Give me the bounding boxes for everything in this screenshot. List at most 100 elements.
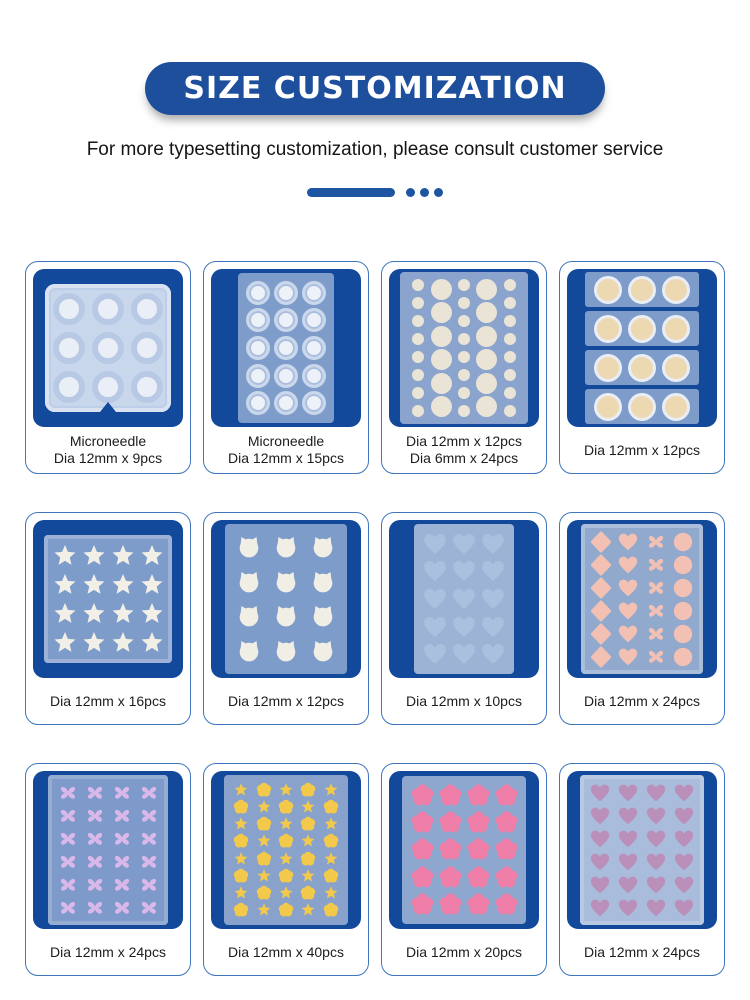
butterfly-shape bbox=[138, 805, 160, 827]
section-title-banner: SIZE CUSTOMIZATION bbox=[145, 62, 605, 115]
patch-dot bbox=[246, 335, 270, 360]
patch-dot bbox=[274, 280, 298, 305]
flower-shape bbox=[494, 837, 519, 862]
heart-shape bbox=[645, 782, 667, 804]
star-shape bbox=[110, 543, 136, 569]
product-card[interactable]: Dia 12mm x 24pcs bbox=[25, 763, 191, 976]
product-card[interactable]: Dia 12mm x 24pcs bbox=[559, 763, 725, 976]
shell-shape bbox=[300, 782, 316, 798]
product-card[interactable]: Dia 12mm x 10pcs bbox=[381, 512, 547, 725]
shell-shape bbox=[278, 902, 294, 918]
product-image bbox=[389, 269, 539, 427]
patch-dot bbox=[662, 392, 690, 421]
heart-shape bbox=[645, 874, 667, 896]
heart-shape bbox=[451, 614, 477, 640]
patch-dot bbox=[628, 392, 656, 421]
star-shape bbox=[233, 782, 249, 798]
patch-dot bbox=[430, 395, 452, 417]
star-shape bbox=[300, 799, 316, 815]
product-label-line: Dia 12mm x 9pcs bbox=[53, 450, 163, 466]
dot-column bbox=[476, 279, 498, 417]
divider-dots bbox=[406, 188, 443, 197]
star-shape bbox=[81, 543, 107, 569]
heart-shape bbox=[673, 782, 695, 804]
patch-dot bbox=[246, 308, 270, 333]
butterfly-shape bbox=[84, 851, 106, 873]
patch-dot bbox=[457, 351, 470, 363]
butterfly-shape bbox=[111, 874, 133, 896]
star-shape bbox=[110, 572, 136, 598]
shell-shape bbox=[256, 851, 272, 867]
heart-shape bbox=[589, 805, 611, 827]
product-label-line: Dia 12mm x 12pcs bbox=[406, 433, 522, 450]
product-label: Microneedle Dia 12mm x 15pcs bbox=[211, 427, 361, 473]
diamond-shape bbox=[590, 622, 612, 645]
butterfly-shape bbox=[138, 897, 160, 919]
divider-dot bbox=[420, 188, 429, 197]
product-card[interactable]: Dia 12mm x 40pcs bbox=[203, 763, 369, 976]
product-card[interactable]: Dia 12mm x 12pcs bbox=[559, 261, 725, 474]
flower-shape bbox=[494, 783, 519, 808]
product-image bbox=[389, 520, 539, 678]
butterfly-shape bbox=[138, 782, 160, 804]
heart-shape bbox=[451, 586, 477, 612]
flower-shape bbox=[466, 810, 491, 835]
patch-dot bbox=[476, 395, 498, 417]
star-shape bbox=[300, 868, 316, 884]
butterfly-shape bbox=[645, 577, 667, 599]
patch-dot bbox=[302, 391, 326, 416]
shell-shape bbox=[233, 833, 249, 849]
shell-shape bbox=[323, 799, 339, 815]
subtitle: For more typesetting customization, plea… bbox=[86, 139, 664, 160]
heart-shape bbox=[589, 874, 611, 896]
patch-dot bbox=[302, 280, 326, 305]
patch-dot bbox=[662, 275, 690, 304]
shell-shape bbox=[256, 782, 272, 798]
heart-shape bbox=[617, 782, 639, 804]
product-card[interactable]: Dia 12mm x 12pcs bbox=[203, 512, 369, 725]
product-label: Dia 12mm x 12pcs bbox=[567, 427, 717, 473]
patch-dot bbox=[457, 405, 470, 417]
patch-dot bbox=[594, 392, 622, 421]
product-card[interactable]: Dia 12mm x 24pcs bbox=[559, 512, 725, 725]
star-shape bbox=[52, 543, 78, 569]
flower-shape bbox=[410, 865, 435, 890]
product-image bbox=[211, 520, 361, 678]
product-card[interactable]: Microneedle Dia 12mm x 15pcs bbox=[203, 261, 369, 474]
patch-dot bbox=[457, 333, 470, 345]
product-card[interactable]: Dia 12mm x 12pcs Dia 6mm x 24pcs bbox=[381, 261, 547, 474]
heart-shape bbox=[451, 531, 477, 557]
product-label: Dia 12mm x 12pcs Dia 6mm x 24pcs bbox=[389, 427, 539, 473]
star-shape bbox=[300, 902, 316, 918]
patch-dot bbox=[430, 279, 452, 300]
patch-dot bbox=[476, 349, 498, 371]
star-shape bbox=[81, 601, 107, 627]
butterfly-shape bbox=[57, 782, 79, 804]
product-label-line: Dia 12mm x 40pcs bbox=[228, 943, 344, 960]
butterfly-shape bbox=[57, 874, 79, 896]
patch-dot bbox=[594, 275, 622, 304]
heart-shape bbox=[673, 874, 695, 896]
patch-dot bbox=[92, 371, 124, 403]
product-label: Dia 12mm x 24pcs bbox=[33, 929, 183, 975]
patch-dot bbox=[412, 333, 425, 345]
product-card[interactable]: Dia 12mm x 16pcs bbox=[25, 512, 191, 725]
patch-dot bbox=[412, 297, 425, 309]
product-card[interactable]: Dia 12mm x 20pcs bbox=[381, 763, 547, 976]
patch-strip bbox=[585, 272, 699, 307]
patch-dot bbox=[476, 279, 498, 300]
butterfly-shape bbox=[57, 897, 79, 919]
flower-shape bbox=[438, 892, 463, 917]
butterfly-shape bbox=[111, 782, 133, 804]
patch-dot bbox=[53, 332, 85, 364]
product-label: Dia 12mm x 12pcs bbox=[211, 678, 361, 724]
product-card[interactable]: Microneedle Dia 12mm x 9pcs bbox=[25, 261, 191, 474]
flower-shape bbox=[410, 837, 435, 862]
heart-shape bbox=[617, 874, 639, 896]
patch-dot bbox=[430, 372, 452, 394]
butterfly-shape bbox=[111, 897, 133, 919]
star-shape bbox=[323, 816, 339, 832]
patch-sheet bbox=[581, 524, 703, 674]
cat-shape bbox=[236, 534, 262, 560]
flower-shape bbox=[466, 783, 491, 808]
